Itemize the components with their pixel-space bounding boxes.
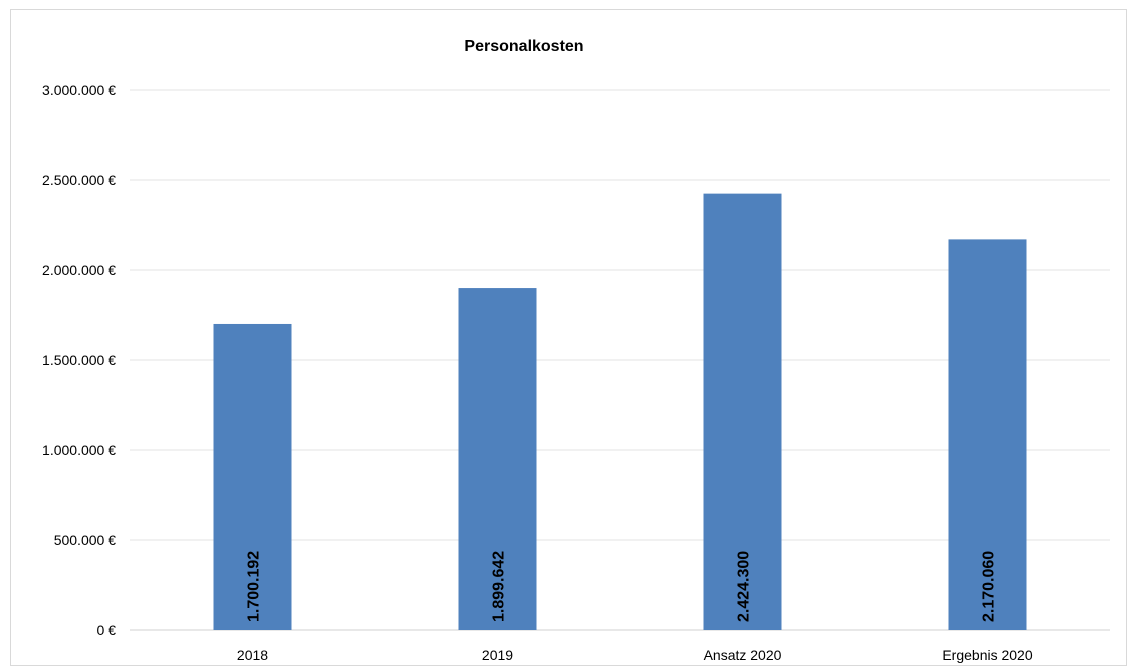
data-label: 2.170.060 — [981, 551, 998, 622]
y-tick-label: 2.000.000 € — [42, 262, 116, 278]
y-axis-tick-labels: 0 € 500.000 € 1.000.000 € 1.500.000 € 2.000.… — [42, 82, 116, 638]
y-tick-label: 3.000.000 € — [42, 82, 116, 98]
y-tick-label: 0 € — [97, 622, 117, 638]
x-tick-label: 2019 — [482, 647, 513, 663]
data-labels: 1.700.192 1.899.642 2.424.300 2.170.060 — [246, 551, 998, 622]
x-tick-label: Ansatz 2020 — [704, 647, 782, 663]
bars — [213, 193, 1027, 630]
chart-title: Personalkosten — [464, 38, 583, 55]
data-label: 1.700.192 — [246, 551, 263, 622]
bar — [703, 193, 782, 630]
y-tick-label: 1.000.000 € — [42, 442, 116, 458]
y-tick-label: 2.500.000 € — [42, 172, 116, 188]
y-tick-label: 1.500.000 € — [42, 352, 116, 368]
data-label: 1.899.642 — [491, 551, 508, 622]
gridlines — [130, 89, 1110, 631]
x-tick-label: Ergebnis 2020 — [942, 647, 1033, 663]
chart-frame — [10, 9, 1127, 666]
x-axis-tick-labels: 2018 2019 Ansatz 2020 Ergebnis 2020 — [237, 647, 1033, 663]
y-tick-label: 500.000 € — [54, 532, 116, 548]
bar — [458, 288, 537, 630]
bar — [948, 239, 1027, 630]
bar — [213, 323, 292, 630]
x-tick-label: 2018 — [237, 647, 268, 663]
data-label: 2.424.300 — [736, 551, 753, 622]
